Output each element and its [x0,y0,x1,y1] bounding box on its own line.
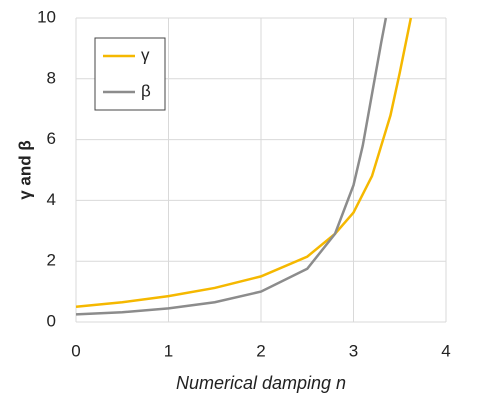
y-axis-label: γ and β [15,140,34,200]
x-tick-label: 0 [71,341,80,360]
legend-box [94,37,166,111]
y-tick-label: 4 [47,190,56,209]
x-axis-label: Numerical damping n [176,373,346,393]
line-series [76,17,388,316]
y-tick-label: 6 [47,129,56,148]
x-tick-label: 4 [441,341,450,360]
x-tick-label: 2 [256,341,265,360]
plot-area [76,17,413,316]
y-tick-label: 2 [47,251,56,270]
y-tick-label: 10 [37,7,56,26]
x-tick-label: 1 [164,341,173,360]
line-series [76,17,413,309]
legend-label: γ [141,45,150,64]
y-tick-label: 8 [47,68,56,87]
y-tick-label: 0 [47,311,56,330]
legend-label: β [141,81,151,100]
x-tick-label: 3 [349,341,358,360]
